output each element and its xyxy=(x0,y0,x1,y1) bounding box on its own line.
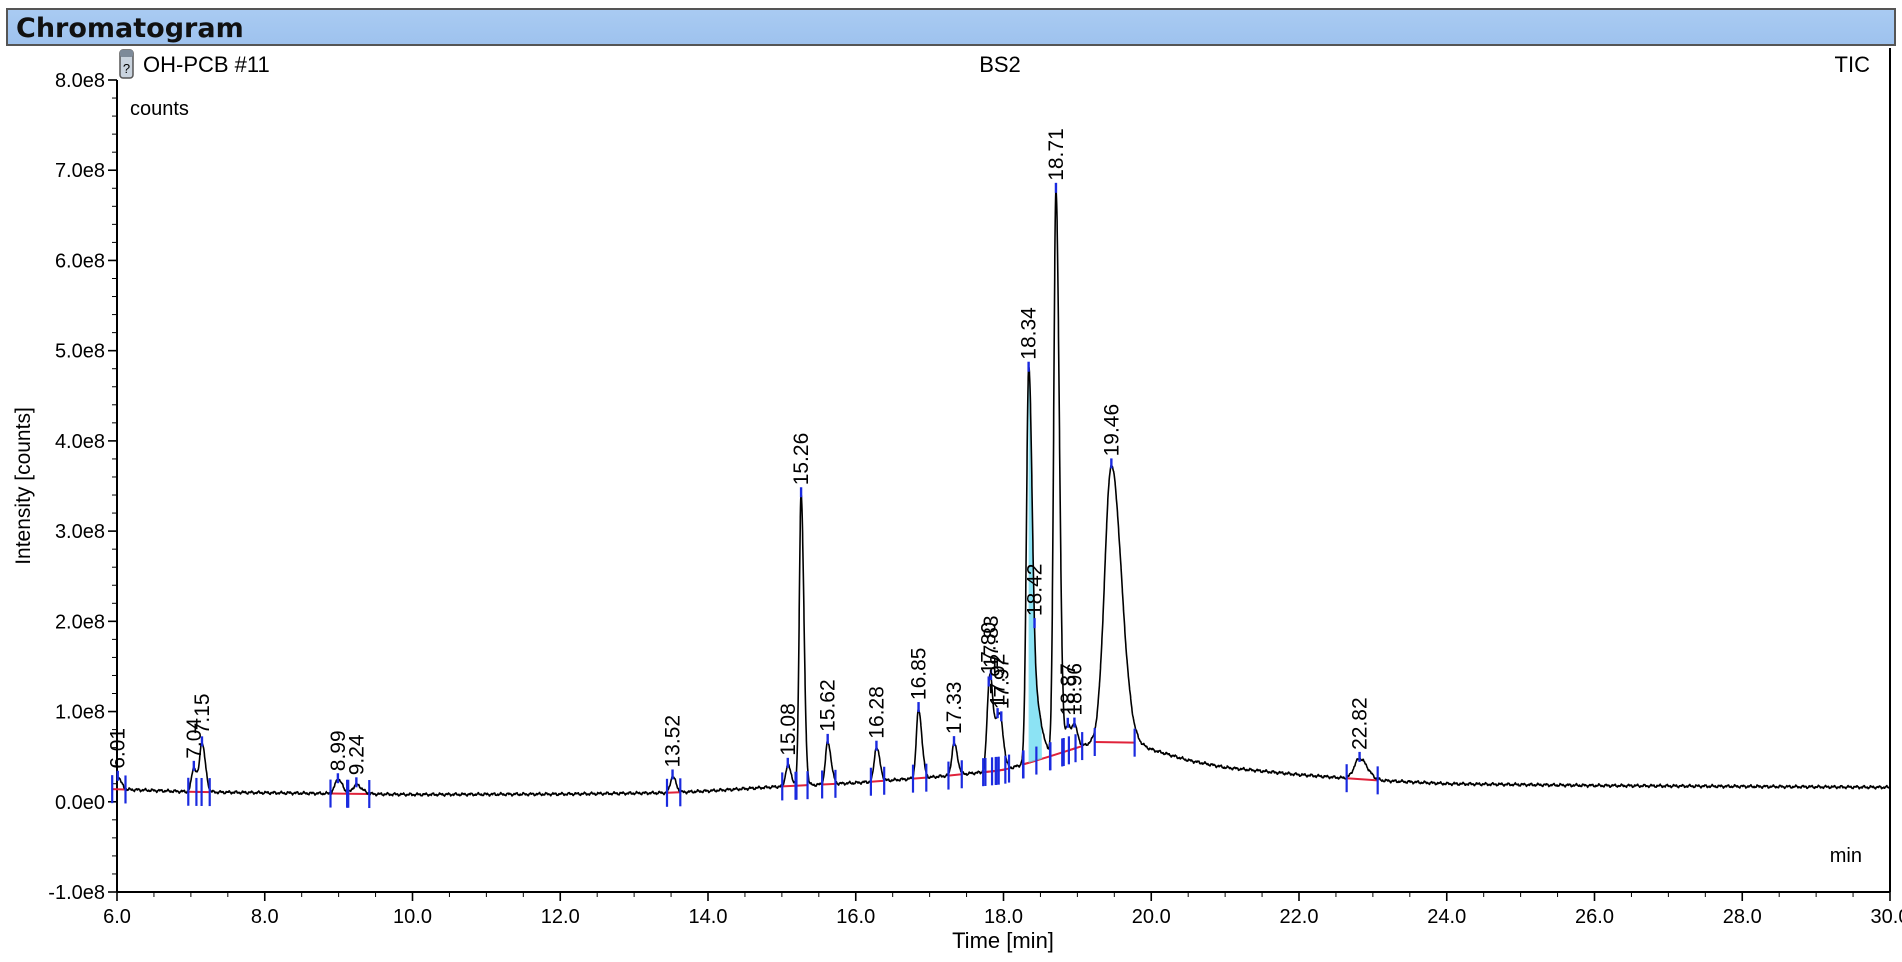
peak-baseline xyxy=(870,779,885,783)
y-tick-label: 5.0e8 xyxy=(55,341,105,363)
window-title: Chromatogram xyxy=(16,13,244,44)
x-tick-label: 20.0 xyxy=(1132,906,1171,928)
x-tick-label: 8.0 xyxy=(251,906,279,928)
peak-baseline xyxy=(666,791,681,794)
peak-label: 7.04 xyxy=(183,718,206,759)
y-tick-label: 2.0e8 xyxy=(55,611,105,633)
x-tick-label: 16.0 xyxy=(836,906,875,928)
peak-label: 15.08 xyxy=(777,703,800,756)
peak-label: 6.01 xyxy=(107,728,130,769)
y-tick-label: 0.0e0 xyxy=(55,792,105,814)
peak-label: 17.83 xyxy=(980,615,1003,668)
chromatogram-title-bar: Chromatogram xyxy=(6,8,1896,46)
x-tick-label: 12.0 xyxy=(541,906,580,928)
y-unit-label: counts xyxy=(130,98,189,120)
y-tick-label: 1.0e8 xyxy=(55,702,105,724)
peak-label: 19.46 xyxy=(1100,404,1123,457)
peak-label: 18.96 xyxy=(1063,663,1086,716)
peak-label: 15.26 xyxy=(790,433,813,486)
peak-baseline xyxy=(948,773,962,777)
y-tick-label: -1.0e8 xyxy=(48,882,105,904)
peak-label: 17.33 xyxy=(943,682,966,735)
y-axis-title: Intensity [counts] xyxy=(12,407,35,565)
peak-label: 15.62 xyxy=(817,679,840,732)
svg-text:?: ? xyxy=(123,61,130,76)
peak-baseline xyxy=(1346,777,1378,782)
peak-baseline xyxy=(822,782,836,786)
y-axis-ticks: -1.0e8 0.0e0 1.0e8 2.0e8 3.0e8 4.0e8 5.0e8 6.0e… xyxy=(48,70,117,904)
x-tick-label: 18.0 xyxy=(984,906,1023,928)
x-axis-title: Time [min] xyxy=(952,928,1054,953)
x-tick-label: 14.0 xyxy=(689,906,728,928)
sample-group: BS2 xyxy=(979,52,1021,77)
peak-baseline xyxy=(782,784,796,788)
peak-label: 17.92 xyxy=(987,654,1010,707)
y-tick-label: 4.0e8 xyxy=(55,431,105,453)
peak-label: 18.71 xyxy=(1045,128,1068,181)
peak-baseline xyxy=(796,784,808,787)
sample-name: OH-PCB #11 xyxy=(143,52,270,77)
tic-trace xyxy=(116,189,1891,798)
x-tick-label: 28.0 xyxy=(1723,906,1762,928)
peak-label: 8.99 xyxy=(327,730,350,771)
peak-labels: 6.01 7.047.15 8.999.24 13.52 15.08 15.26 15.62… xyxy=(107,128,1372,775)
peak-label: 7.15 xyxy=(191,693,214,734)
peak-label: 17.97 xyxy=(990,657,1013,710)
peak-label: 18.34 xyxy=(1018,307,1041,360)
y-tick-label: 8.0e8 xyxy=(55,70,105,92)
peak-label: 16.85 xyxy=(908,648,931,701)
peak-markers xyxy=(111,182,1379,809)
peak-label: 18.87 xyxy=(1057,663,1080,716)
y-tick-label: 3.0e8 xyxy=(55,521,105,543)
x-unit-label: min xyxy=(1830,845,1862,867)
peak-baseline xyxy=(1094,740,1135,744)
vial-icon: ? xyxy=(119,49,134,79)
peak-label: 13.52 xyxy=(662,715,685,768)
integration-baselines xyxy=(112,367,1378,796)
peak-label: 16.28 xyxy=(865,686,888,739)
x-tick-label: 6.0 xyxy=(103,906,131,928)
peak-label: 22.82 xyxy=(1349,697,1372,750)
peak-area-fill xyxy=(1028,367,1042,763)
trace-type: TIC xyxy=(1835,52,1871,77)
x-tick-label: 24.0 xyxy=(1427,906,1466,928)
peak-label: 18.42 xyxy=(1024,564,1047,617)
x-tick-label: 26.0 xyxy=(1575,906,1614,928)
x-axis-ticks: 6.0 8.0 10.0 12.0 14.0 16.0 18.0 20.0 22.0 24.0 26… xyxy=(103,892,1902,928)
y-tick-label: 7.0e8 xyxy=(55,160,105,182)
y-tick-label: 6.0e8 xyxy=(55,250,105,272)
x-tick-label: 22.0 xyxy=(1280,906,1319,928)
x-tick-label: 30.0 xyxy=(1871,906,1902,928)
peak-baseline xyxy=(912,776,927,780)
peak-label: 17.80 xyxy=(978,622,1001,675)
peak-label: 9.24 xyxy=(345,734,368,775)
x-tick-label: 10.0 xyxy=(393,906,432,928)
